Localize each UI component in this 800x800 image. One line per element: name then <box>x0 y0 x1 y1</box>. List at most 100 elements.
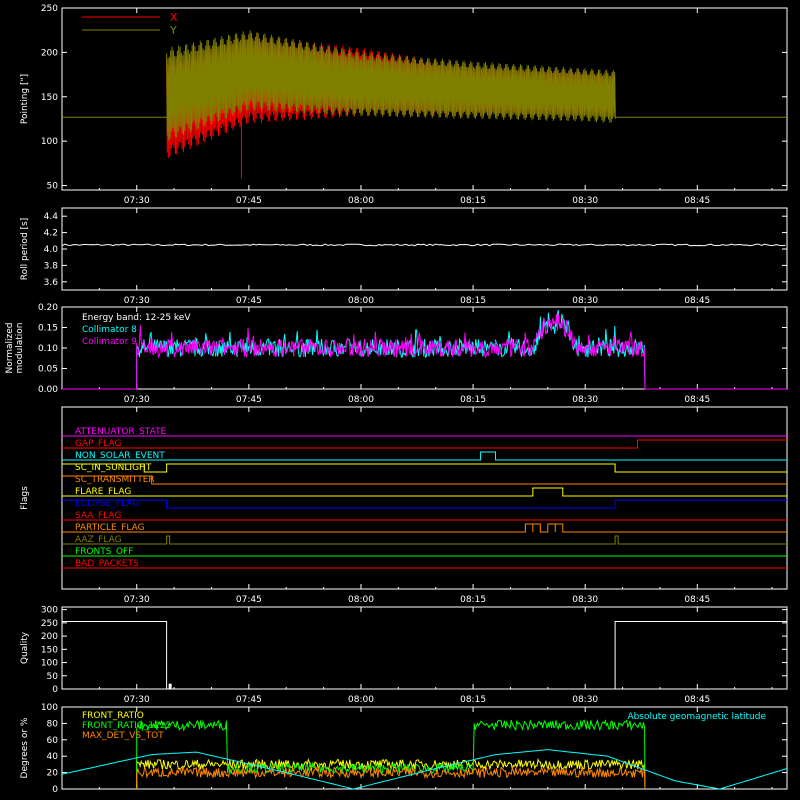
y-tick-label: 0.10 <box>38 344 58 354</box>
flag-line-sc_transmitter <box>62 475 787 485</box>
y-tick-label: 40 <box>47 752 59 762</box>
geomagnetic-latitude-label: Absolute geomagnetic latitude <box>627 712 766 722</box>
x-tick-label: 08:45 <box>684 595 710 605</box>
x-tick-label: 08:15 <box>460 595 486 605</box>
y-tick-label: 4.2 <box>44 229 58 239</box>
roll-period-series <box>61 243 786 247</box>
x-tick-label: 08:15 <box>460 695 486 705</box>
modulation-legend-0: Collimator 8 <box>82 325 137 335</box>
flag-line-particle_flag <box>62 523 787 533</box>
x-tick-label: 08:00 <box>348 296 374 306</box>
ratio-legend-2: MAX_DET_VS_TOT <box>82 731 164 741</box>
geomagnetic-latitude-series <box>61 749 788 790</box>
flag-line-eclipse_flag <box>62 499 787 509</box>
quality-blip <box>168 683 172 689</box>
y-tick-label: 4.0 <box>44 245 59 255</box>
flag-label-sc_transmitter: SC_TRANSMITTER <box>75 475 155 485</box>
ratios-panel: 0 20 40 60 80 100 Degrees or % FRONT_RATIOFRONT… <box>20 703 788 795</box>
y-tick-label: 3.6 <box>44 278 59 288</box>
x-tick-label: 08:15 <box>460 395 486 405</box>
y-tick-label: 0 <box>52 685 58 695</box>
plot-frame <box>61 706 788 790</box>
plot-frame <box>61 7 788 191</box>
y-tick-label: 300 <box>41 606 58 616</box>
x-tick-label: 07:45 <box>236 395 262 405</box>
y-tick-label: 0.05 <box>38 365 58 375</box>
x-tick-label: 08:30 <box>572 296 598 306</box>
x-tick-label: 08:00 <box>348 196 374 206</box>
y-tick-label: 0 <box>52 785 58 795</box>
flag-line-gap_flag <box>62 439 787 449</box>
energy-band-label: Energy band: 12-25 keV <box>82 313 191 323</box>
y-axis-label: Pointing ["] <box>20 74 30 124</box>
x-tick-label: 08:00 <box>348 595 374 605</box>
ratio-series-max_det_vs_tot <box>136 765 646 790</box>
modulation-series-8 <box>62 309 787 390</box>
flag-line-non_solar_event <box>62 451 787 461</box>
x-tick-label: 07:45 <box>236 695 262 705</box>
x-tick-label: 08:00 <box>348 395 374 405</box>
y-tick-label: 20 <box>47 769 59 779</box>
flag-label-sc_in_sunlight: SC_IN_SUNLIGHT <box>75 463 152 473</box>
x-tick-label: 07:45 <box>236 296 262 306</box>
y-axis-label: Roll period [s] <box>20 218 30 280</box>
flags-panel: 07:30 07:45 08:00 08:15 08:30 08:45 Flags ATTEN… <box>20 406 788 605</box>
x-tick-label: 08:45 <box>684 296 710 306</box>
x-tick-label: 08:15 <box>460 196 486 206</box>
modulation-series-9 <box>62 313 787 390</box>
flag-label-attenuator_state: ATTENUATOR_STATE <box>75 427 167 437</box>
y-axis-label: modulation <box>15 323 25 374</box>
flag-line-sc_in_sunlight <box>62 463 787 473</box>
modulation-legend-1: Collimator 9 <box>82 337 137 347</box>
x-tick-label: 07:30 <box>124 595 150 605</box>
y-tick-label: 200 <box>41 632 58 642</box>
x-tick-label: 08:30 <box>572 695 598 705</box>
y-axis-label: Normalized <box>5 322 15 373</box>
y-tick-label: 250 <box>41 4 58 14</box>
flag-line-flare_flag <box>62 487 787 497</box>
ratio-series-front_ratio <box>136 757 646 790</box>
pointing-panel: 07:30 07:45 08:00 08:15 08:30 08:45 50 100 150 20… <box>20 4 788 206</box>
x-tick-label: 07:45 <box>236 595 262 605</box>
y-axis-label: Quality <box>20 631 30 664</box>
x-tick-label: 08:45 <box>684 695 710 705</box>
y-tick-label: 150 <box>41 645 58 655</box>
y-tick-label: 50 <box>47 182 59 192</box>
y-tick-label: 0.15 <box>38 324 58 334</box>
y-tick-label: 150 <box>41 93 58 103</box>
ratio-series-front_ratio_1225 <box>136 718 646 790</box>
y-tick-label: 80 <box>47 719 59 729</box>
x-tick-label: 08:45 <box>684 196 710 206</box>
pointing-series-Y <box>166 30 616 141</box>
x-tick-label: 07:30 <box>124 395 150 405</box>
y-tick-label: 200 <box>41 48 58 58</box>
x-tick-label: 08:00 <box>348 695 374 705</box>
x-tick-label: 08:15 <box>460 296 486 306</box>
y-tick-label: 0.20 <box>38 303 58 313</box>
flag-label-bad_packets: BAD_PACKETS <box>75 559 139 569</box>
y-tick-label: 60 <box>47 736 59 746</box>
y-tick-label: 50 <box>47 672 59 682</box>
y-tick-label: 0.00 <box>38 385 58 395</box>
x-tick-label: 08:30 <box>572 595 598 605</box>
x-tick-label: 07:30 <box>124 296 150 306</box>
y-axis-label: Flags <box>20 486 30 510</box>
modulation-panel: 07:30 07:45 08:00 08:15 08:30 08:45 0.00 0.05 0.… <box>5 303 788 405</box>
x-tick-label: 07:30 <box>124 196 150 206</box>
plot-frame <box>61 406 788 590</box>
x-tick-label: 08:30 <box>572 196 598 206</box>
legend-label-Y: Y <box>169 24 177 37</box>
ratio-legend-1: FRONT_RATIO_1225 <box>82 721 171 731</box>
y-tick-label: 250 <box>41 619 58 629</box>
x-tick-label: 08:30 <box>572 395 598 405</box>
quality-series <box>62 621 787 690</box>
flag-label-particle_flag: PARTICLE_FLAG <box>75 523 145 533</box>
y-tick-label: 4.4 <box>44 212 59 222</box>
legend-label-X: X <box>170 11 178 24</box>
x-tick-label: 07:30 <box>124 695 150 705</box>
x-tick-label: 08:45 <box>684 395 710 405</box>
flag-line-aaz_flag <box>62 535 787 545</box>
x-tick-label: 07:45 <box>236 196 262 206</box>
y-tick-label: 100 <box>41 659 58 669</box>
y-tick-label: 3.8 <box>44 261 59 271</box>
